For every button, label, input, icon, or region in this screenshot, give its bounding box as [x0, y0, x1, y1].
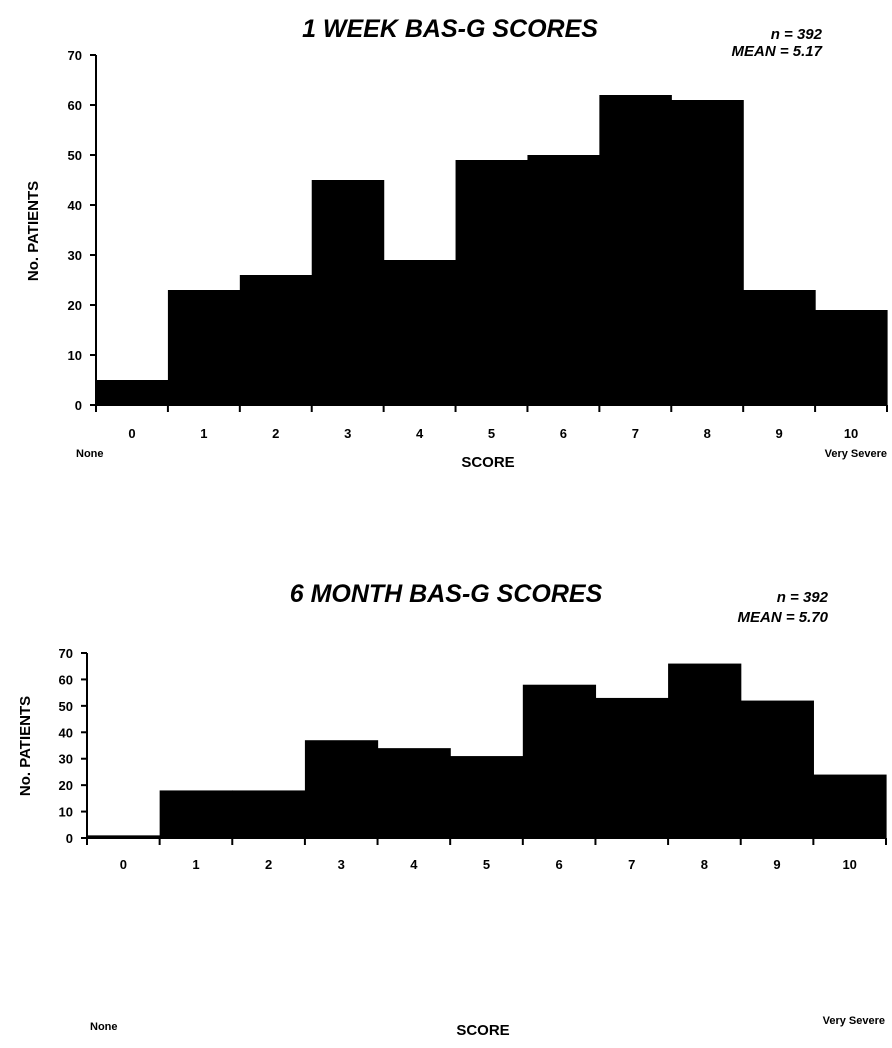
chart-2: 6 MONTH BAS-G SCORES n = 392 MEAN = 5.70…: [17, 580, 887, 1039]
chart-2-x-end-label-none: None: [90, 1021, 118, 1033]
chart-1-bar-score-3: [311, 180, 385, 405]
chart-2-y-tick-label: 60: [59, 672, 73, 687]
chart-2-title: 6 MONTH BAS-G SCORES: [290, 580, 603, 608]
chart-1-title: 1 WEEK BAS-G SCORES: [302, 15, 598, 43]
chart-2-bar-score-3: [304, 740, 379, 838]
chart-1-x-tick-label: 3: [344, 426, 351, 441]
chart-1-bar-score-10: [815, 310, 888, 405]
chart-2-x-tick-label: 7: [628, 857, 635, 872]
chart-1-x-tick-label: 8: [704, 426, 711, 441]
chart-2-axes: 0 10 20 30 40 50 60 70 0 1 2 3 4 5 6 7 8 9 10: [59, 646, 887, 872]
chart-1-x-tick-label: 5: [488, 426, 495, 441]
chart-2-x-tick-label: 4: [410, 857, 418, 872]
chart-2-x-tick-label: 8: [701, 857, 708, 872]
chart-1-mean-annotation: MEAN = 5.17: [732, 43, 823, 60]
chart-1-bar-score-5: [455, 160, 529, 405]
chart-1-bar-score-0: [96, 380, 169, 405]
chart-2-y-tick-label: 40: [59, 725, 73, 740]
chart-2-x-end-label-very-severe: Very Severe: [823, 1015, 885, 1027]
chart-1-bar-score-7: [599, 95, 672, 405]
chart-2-x-tick-label: 5: [483, 857, 490, 872]
chart-2-bar-score-0: [87, 835, 161, 838]
chart-1-x-tick-label: 0: [128, 426, 135, 441]
chart-2-x-tick-label: 2: [265, 857, 272, 872]
chart-1-n-annotation: n = 392: [771, 26, 823, 43]
chart-1-y-tick-label: 60: [68, 98, 82, 113]
chart-1-y-axis-title: No. PATIENTS: [25, 181, 42, 281]
chart-2-n-annotation: n = 392: [777, 589, 829, 606]
chart-1-y-tick-label: 10: [68, 348, 82, 363]
chart-2-x-tick-label: 6: [556, 857, 563, 872]
chart-1-y-tick-label: 0: [75, 398, 82, 413]
chart-1-y-tick-label: 70: [68, 48, 82, 63]
chart-1-x-tick-label: 7: [632, 426, 639, 441]
chart-2-bar-score-5: [450, 756, 524, 838]
chart-2-y-tick-label: 70: [59, 646, 73, 661]
chart-2-bar-score-9: [740, 700, 814, 838]
chart-1-bar-score-6: [527, 155, 600, 405]
chart-1-bar-score-2: [239, 275, 313, 405]
chart-1-x-end-label-very-severe: Very Severe: [825, 448, 887, 460]
chart-1-x-tick-label: 2: [272, 426, 279, 441]
chart-1-bar-score-1: [167, 290, 241, 405]
chart-1-x-end-label-none: None: [76, 448, 104, 460]
chart-2-mean-annotation: MEAN = 5.70: [738, 609, 829, 626]
chart-1-x-tick-label: 4: [416, 426, 424, 441]
chart-1-x-tick-label: 9: [776, 426, 783, 441]
chart-1-axes: 0 10 20 30 40 50 60 70 0 1 2 3 4 5 6 7 8 9 10: [68, 48, 888, 441]
chart-2-y-axis-title: No. PATIENTS: [17, 696, 34, 796]
chart-2-y-tick-label: 30: [59, 752, 73, 767]
chart-2-bar-score-1: [159, 790, 233, 838]
chart-2-bar-score-7: [595, 697, 669, 838]
chart-1: 1 WEEK BAS-G SCORES n = 392 MEAN = 5.17 …: [25, 15, 888, 471]
chart-2-bars: [87, 663, 887, 838]
chart-2-y-tick-label: 20: [59, 778, 73, 793]
chart-1-bar-score-9: [743, 290, 816, 405]
chart-2-x-tick-label: 10: [842, 857, 856, 872]
chart-1-y-tick-label: 30: [68, 248, 82, 263]
chart-2-bar-score-6: [522, 684, 597, 838]
chart-1-x-axis-title: SCORE: [461, 454, 514, 471]
chart-1-bars: [96, 95, 888, 405]
chart-2-x-tick-label: 9: [773, 857, 780, 872]
chart-2-bar-score-8: [668, 663, 742, 838]
chart-1-y-tick-label: 40: [68, 198, 82, 213]
chart-2-x-tick-label: 1: [192, 857, 199, 872]
chart-2-x-tick-label: 3: [338, 857, 345, 872]
chart-1-y-tick-label: 50: [68, 148, 82, 163]
chart-2-x-tick-label: 0: [120, 857, 127, 872]
chart-2-bar-score-2: [232, 790, 306, 838]
chart-2-bar-score-4: [377, 748, 451, 838]
chart-1-y-tick-label: 20: [68, 298, 82, 313]
chart-2-bar-score-10: [813, 774, 887, 838]
chart-1-x-tick-label: 10: [844, 426, 858, 441]
chart-1-x-tick-label: 6: [560, 426, 567, 441]
chart-2-y-tick-label: 0: [66, 831, 73, 846]
chart-1-x-tick-label: 1: [200, 426, 207, 441]
chart-2-x-axis-title: SCORE: [456, 1022, 509, 1039]
chart-1-bar-score-8: [671, 100, 744, 405]
chart-2-y-tick-label: 10: [59, 805, 73, 820]
chart-2-y-tick-label: 50: [59, 699, 73, 714]
chart-1-bar-score-4: [383, 260, 457, 405]
